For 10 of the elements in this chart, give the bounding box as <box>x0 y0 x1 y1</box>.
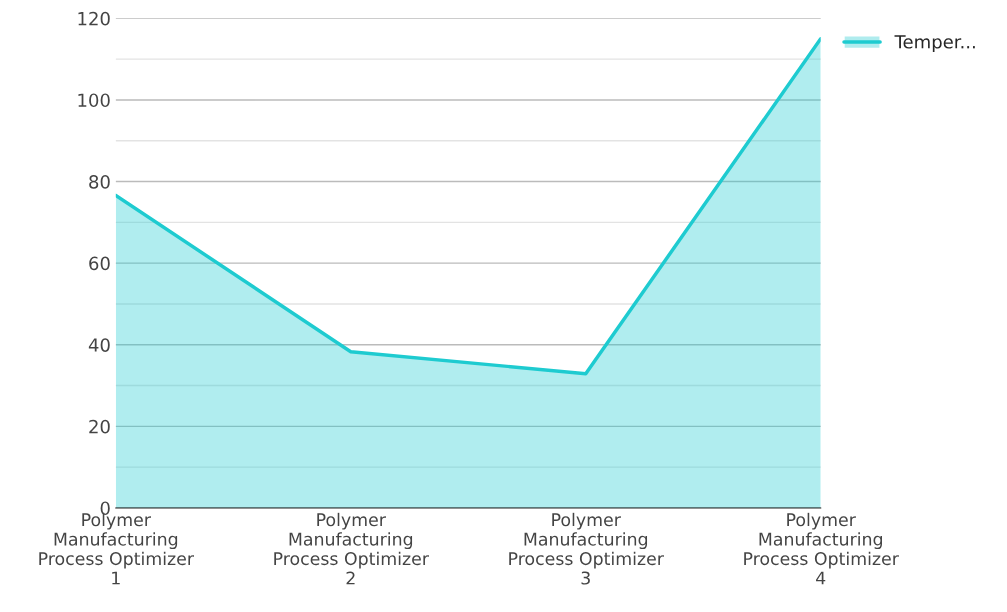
y-tick-label: 120 <box>78 11 110 26</box>
x-tick-label: Polymer Manufacturing Process Optimizer 2 <box>274 512 429 585</box>
legend-label: Temper... <box>894 35 975 53</box>
y-tick-label: 100 <box>78 93 110 108</box>
y-tick-label: 40 <box>88 338 110 352</box>
x-tick-label: Polymer Manufacturing Process Optimizer 3 <box>509 512 664 585</box>
y-tick-label: 80 <box>89 175 110 189</box>
y-tick-label: 20 <box>89 419 110 434</box>
x-tick-label: Polymer Manufacturing Process Optimizer 4 <box>744 512 899 585</box>
y-tick-label: 60 <box>89 256 110 271</box>
